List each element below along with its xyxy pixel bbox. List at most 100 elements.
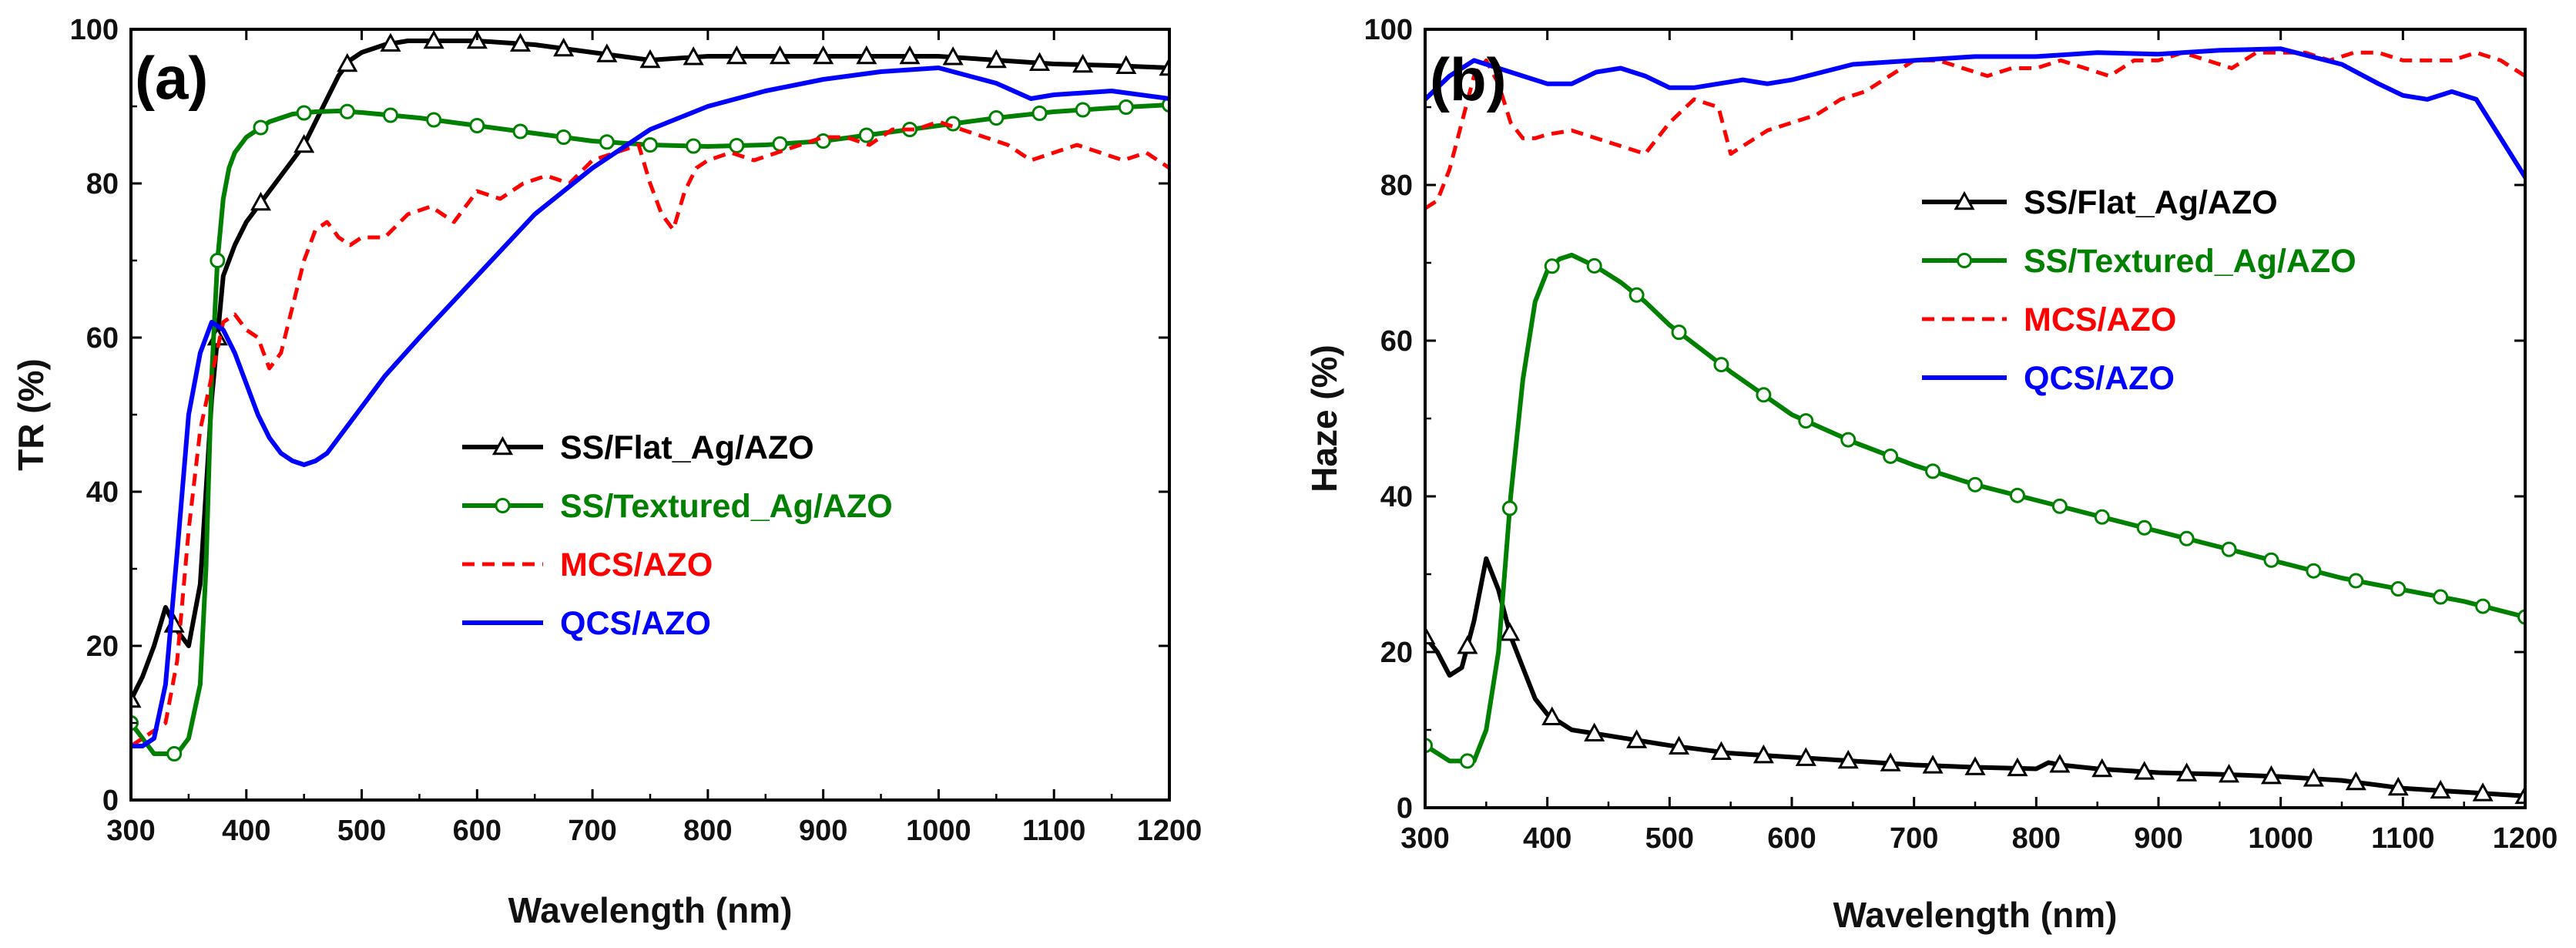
panel-b-ylabel: Haze (%) [1304, 345, 1344, 492]
panel-b-marker-ss-flat-ag-azo [1795, 747, 1816, 766]
panel-a-series-ss-textured-ag-azo [131, 97, 1169, 761]
panel-a-series-layer [131, 29, 1169, 761]
panel-b-marker-ss-textured-ag-azo [2009, 487, 2025, 503]
panel-b-marker-ss-flat-ag-azo [2134, 761, 2155, 780]
panel-b-xtick-label: 1100 [2371, 822, 2434, 855]
panel-a-ytick-label: 80 [86, 168, 119, 200]
panel-b-marker-ss-textured-ag-azo [2306, 563, 2322, 579]
panel-a-xtick-label: 1000 [906, 815, 971, 847]
panel-a-marker-ss-flat-ag-azo [596, 43, 618, 62]
panel-a-legend-label-ss-flat-ag-azo: SS/Flat_Ag/AZO [560, 429, 814, 466]
panel-b-marker-ss-textured-ag-azo [2433, 589, 2449, 605]
panel-b-legend-label-qcs-azo: QCS/AZO [2024, 360, 2175, 397]
panel-a-marker-ss-textured-ag-azo [988, 110, 1005, 126]
panel-a-marker-ss-textured-ag-azo [512, 123, 528, 140]
panel-b-marker-ss-textured-ag-azo [2517, 609, 2525, 625]
panel-a-legend: SS/Flat_Ag/AZO SS/Textured_Ag/AZO MCS/AZO Q… [462, 429, 893, 642]
panel-b-marker-ss-textured-ag-azo [2475, 598, 2491, 614]
panel-a-xlabel: Wavelength (nm) [508, 890, 793, 930]
panel-a-marker-ss-textured-ag-azo [1031, 106, 1048, 121]
panel-b-line-ss-textured-ag-azo [1425, 252, 2525, 764]
panel-b-marker-ss-flat-ag-azo [1753, 744, 1774, 764]
panel-a-marker-ss-textured-ag-azo [815, 133, 831, 149]
panel-b-ytick-label: 0 [1397, 792, 1413, 825]
panel-a-marker-ss-textured-ag-azo [383, 107, 398, 123]
panel-a-marker-ss-flat-ag-azo [683, 46, 704, 66]
panel-b-line-qcs-azo [1425, 46, 2525, 180]
panel-b-marker-ss-textured-ag-azo [1840, 432, 1857, 448]
panel-a-ylabel: TR (%) [11, 358, 51, 471]
panel-b-series-ss-flat-ag-azo [1425, 556, 2525, 805]
panel-b-marker-ss-textured-ag-azo [1883, 448, 1899, 464]
panel-a-ytick-label: 20 [86, 630, 119, 663]
panel-a-legend-label-mcs-azo: MCS/AZO [560, 546, 713, 583]
panel-a-marker-ss-textured-ag-azo [555, 129, 572, 145]
panel-b-legend-item-ss-textured-ag-azo: SS/Textured_Ag/AZO [1922, 243, 2356, 280]
panel-b-marker-ss-flat-ag-azo [1880, 752, 1901, 772]
panel-a-xtick-label: 700 [568, 815, 616, 847]
panel-b-marker-ss-textured-ag-azo [1628, 287, 1645, 303]
panel-b-marker-ss-flat-ag-azo [1710, 741, 1732, 761]
panel-b-ytick-label: 80 [1380, 170, 1413, 202]
panel-b-ytick-label: 100 [1364, 14, 1413, 46]
panel-a-xtick-label: 400 [222, 815, 270, 847]
panel-a-marker-ss-flat-ag-azo [899, 45, 921, 65]
panel-b-marker-ss-textured-ag-azo [2094, 509, 2110, 525]
panel-b-xtick-label: 700 [1890, 822, 1938, 855]
panel-b-xtick-label: 1200 [2493, 822, 2558, 855]
panel-a-marker-ss-flat-ag-azo [553, 37, 575, 57]
panel-a-marker-ss-textured-ag-azo [426, 112, 442, 128]
panel-b-marker-ss-textured-ag-azo [1425, 738, 1433, 754]
panel-b-marker-ss-flat-ag-azo [1584, 722, 1605, 741]
panel-b-legend: SS/Flat_Ag/AZO SS/Textured_Ag/AZO MCS/AZO Q… [1922, 184, 2356, 397]
panel-a-xtick-label: 800 [683, 815, 732, 847]
panel-b-series-ss-textured-ag-azo [1425, 252, 2525, 769]
panel-b-marker-ss-textured-ag-azo [1671, 324, 1687, 341]
panel-b-marker-ss-textured-ag-azo [1586, 257, 1602, 274]
panel-a-marker-ss-flat-ag-azo [639, 49, 661, 69]
panel-b-marker-ss-textured-ag-azo [2179, 530, 2195, 546]
panel-b-legend-item-ss-flat-ag-azo: SS/Flat_Ag/AZO [1922, 184, 2278, 221]
panel-a-marker-ss-flat-ag-azo [423, 29, 444, 49]
panel-b-legend-label-mcs-azo: MCS/AZO [2024, 301, 2176, 338]
panel-a-ytick-label: 60 [86, 322, 119, 355]
panel-a-line-qcs-azo [131, 66, 1169, 748]
panel-b-marker-ss-flat-ag-azo [2430, 779, 2451, 799]
panel-b-marker-ss-textured-ag-azo [2348, 573, 2364, 589]
panel-a-marker-ss-textured-ag-azo [1075, 102, 1091, 118]
panel-a-series-qcs-azo [131, 66, 1169, 748]
panel-a-marker-ss-flat-ag-azo [769, 45, 791, 65]
panel-a-xtick-label: 1200 [1137, 815, 1202, 847]
panel-a-marker-ss-textured-ag-azo [772, 136, 788, 152]
panel-a-marker-ss-flat-ag-azo [380, 32, 401, 52]
panel-b-xtick-label: 300 [1400, 822, 1449, 855]
panel-a-marker-ss-flat-ag-azo [131, 688, 142, 708]
panel-a-legend-item-ss-flat-ag-azo: SS/Flat_Ag/AZO [462, 429, 814, 466]
panel-b-xtick-label: 500 [1645, 822, 1694, 855]
panel-a-marker-ss-flat-ag-azo [337, 52, 358, 72]
panel-a-legend-item-mcs-azo: MCS/AZO [462, 546, 713, 583]
panel-b-marker-ss-textured-ag-azo [2221, 541, 2237, 557]
panel-a-xtick-label: 900 [799, 815, 847, 847]
panel-a-xtick-label: 500 [337, 815, 386, 847]
panel-a-marker-ss-textured-ag-azo [296, 105, 312, 121]
panel-a-series-mcs-azo [131, 119, 1169, 748]
panel-b-xtick-label: 600 [1767, 822, 1816, 855]
panel-a-marker-ss-textured-ag-azo [469, 118, 485, 133]
panel-a-legend-marker-ss-textured-ag-azo [495, 498, 511, 513]
panel-b-xtick-label: 1000 [2248, 822, 2313, 855]
panel-b-marker-ss-flat-ag-azo [1964, 756, 1986, 775]
panel-b-marker-ss-textured-ag-azo [1798, 413, 1814, 429]
panel-b-marker-ss-flat-ag-azo [2007, 757, 2028, 777]
panel-a-marker-ss-textured-ag-azo [1162, 97, 1169, 113]
panel-a-marker-ss-flat-ag-azo [1028, 52, 1051, 72]
panel-b-legend-item-qcs-azo: QCS/AZO [1922, 360, 2175, 397]
panel-b-marker-ss-textured-ag-azo [1544, 258, 1560, 274]
panel-b-marker-ss-flat-ag-azo [1457, 635, 1478, 654]
panel-b-marker-ss-textured-ag-azo [1713, 357, 1729, 373]
panel-b-marker-ss-textured-ag-azo [2390, 581, 2407, 597]
panel-b-marker-ss-flat-ag-azo [2387, 776, 2409, 796]
panel-a-marker-ss-flat-ag-azo [250, 191, 272, 211]
